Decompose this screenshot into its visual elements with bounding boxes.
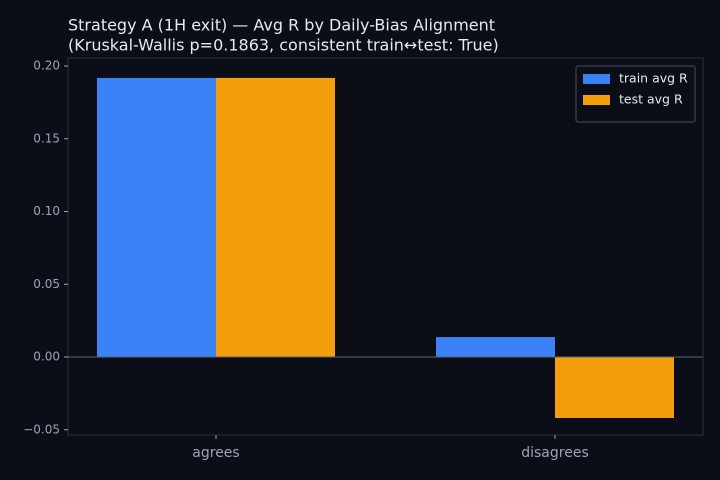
bar xyxy=(216,77,335,358)
chart-title: Strategy A (1H exit) — Avg R by Daily-Bi… xyxy=(68,16,495,35)
bar xyxy=(555,357,674,418)
y-tick-label: 0.10 xyxy=(33,204,60,218)
y-tick-label: −0.05 xyxy=(23,422,60,436)
x-tick-label: agrees xyxy=(192,445,239,461)
plot-frame xyxy=(67,57,704,436)
x-tick-label: disagrees xyxy=(521,445,589,461)
chart-subtitle: (Kruskal-Wallis p=0.1863, consistent tra… xyxy=(68,36,499,55)
y-tick-label: 0.00 xyxy=(33,350,60,364)
bar xyxy=(97,77,216,358)
legend-label: test avg R xyxy=(619,92,683,107)
bar xyxy=(436,337,555,358)
legend-swatch xyxy=(583,95,610,105)
y-tick-label: 0.20 xyxy=(33,59,60,73)
y-tick-label: 0.15 xyxy=(33,131,60,145)
y-tick-label: 0.05 xyxy=(33,277,60,291)
legend-swatch xyxy=(583,74,610,84)
legend-label: train avg R xyxy=(619,71,688,86)
